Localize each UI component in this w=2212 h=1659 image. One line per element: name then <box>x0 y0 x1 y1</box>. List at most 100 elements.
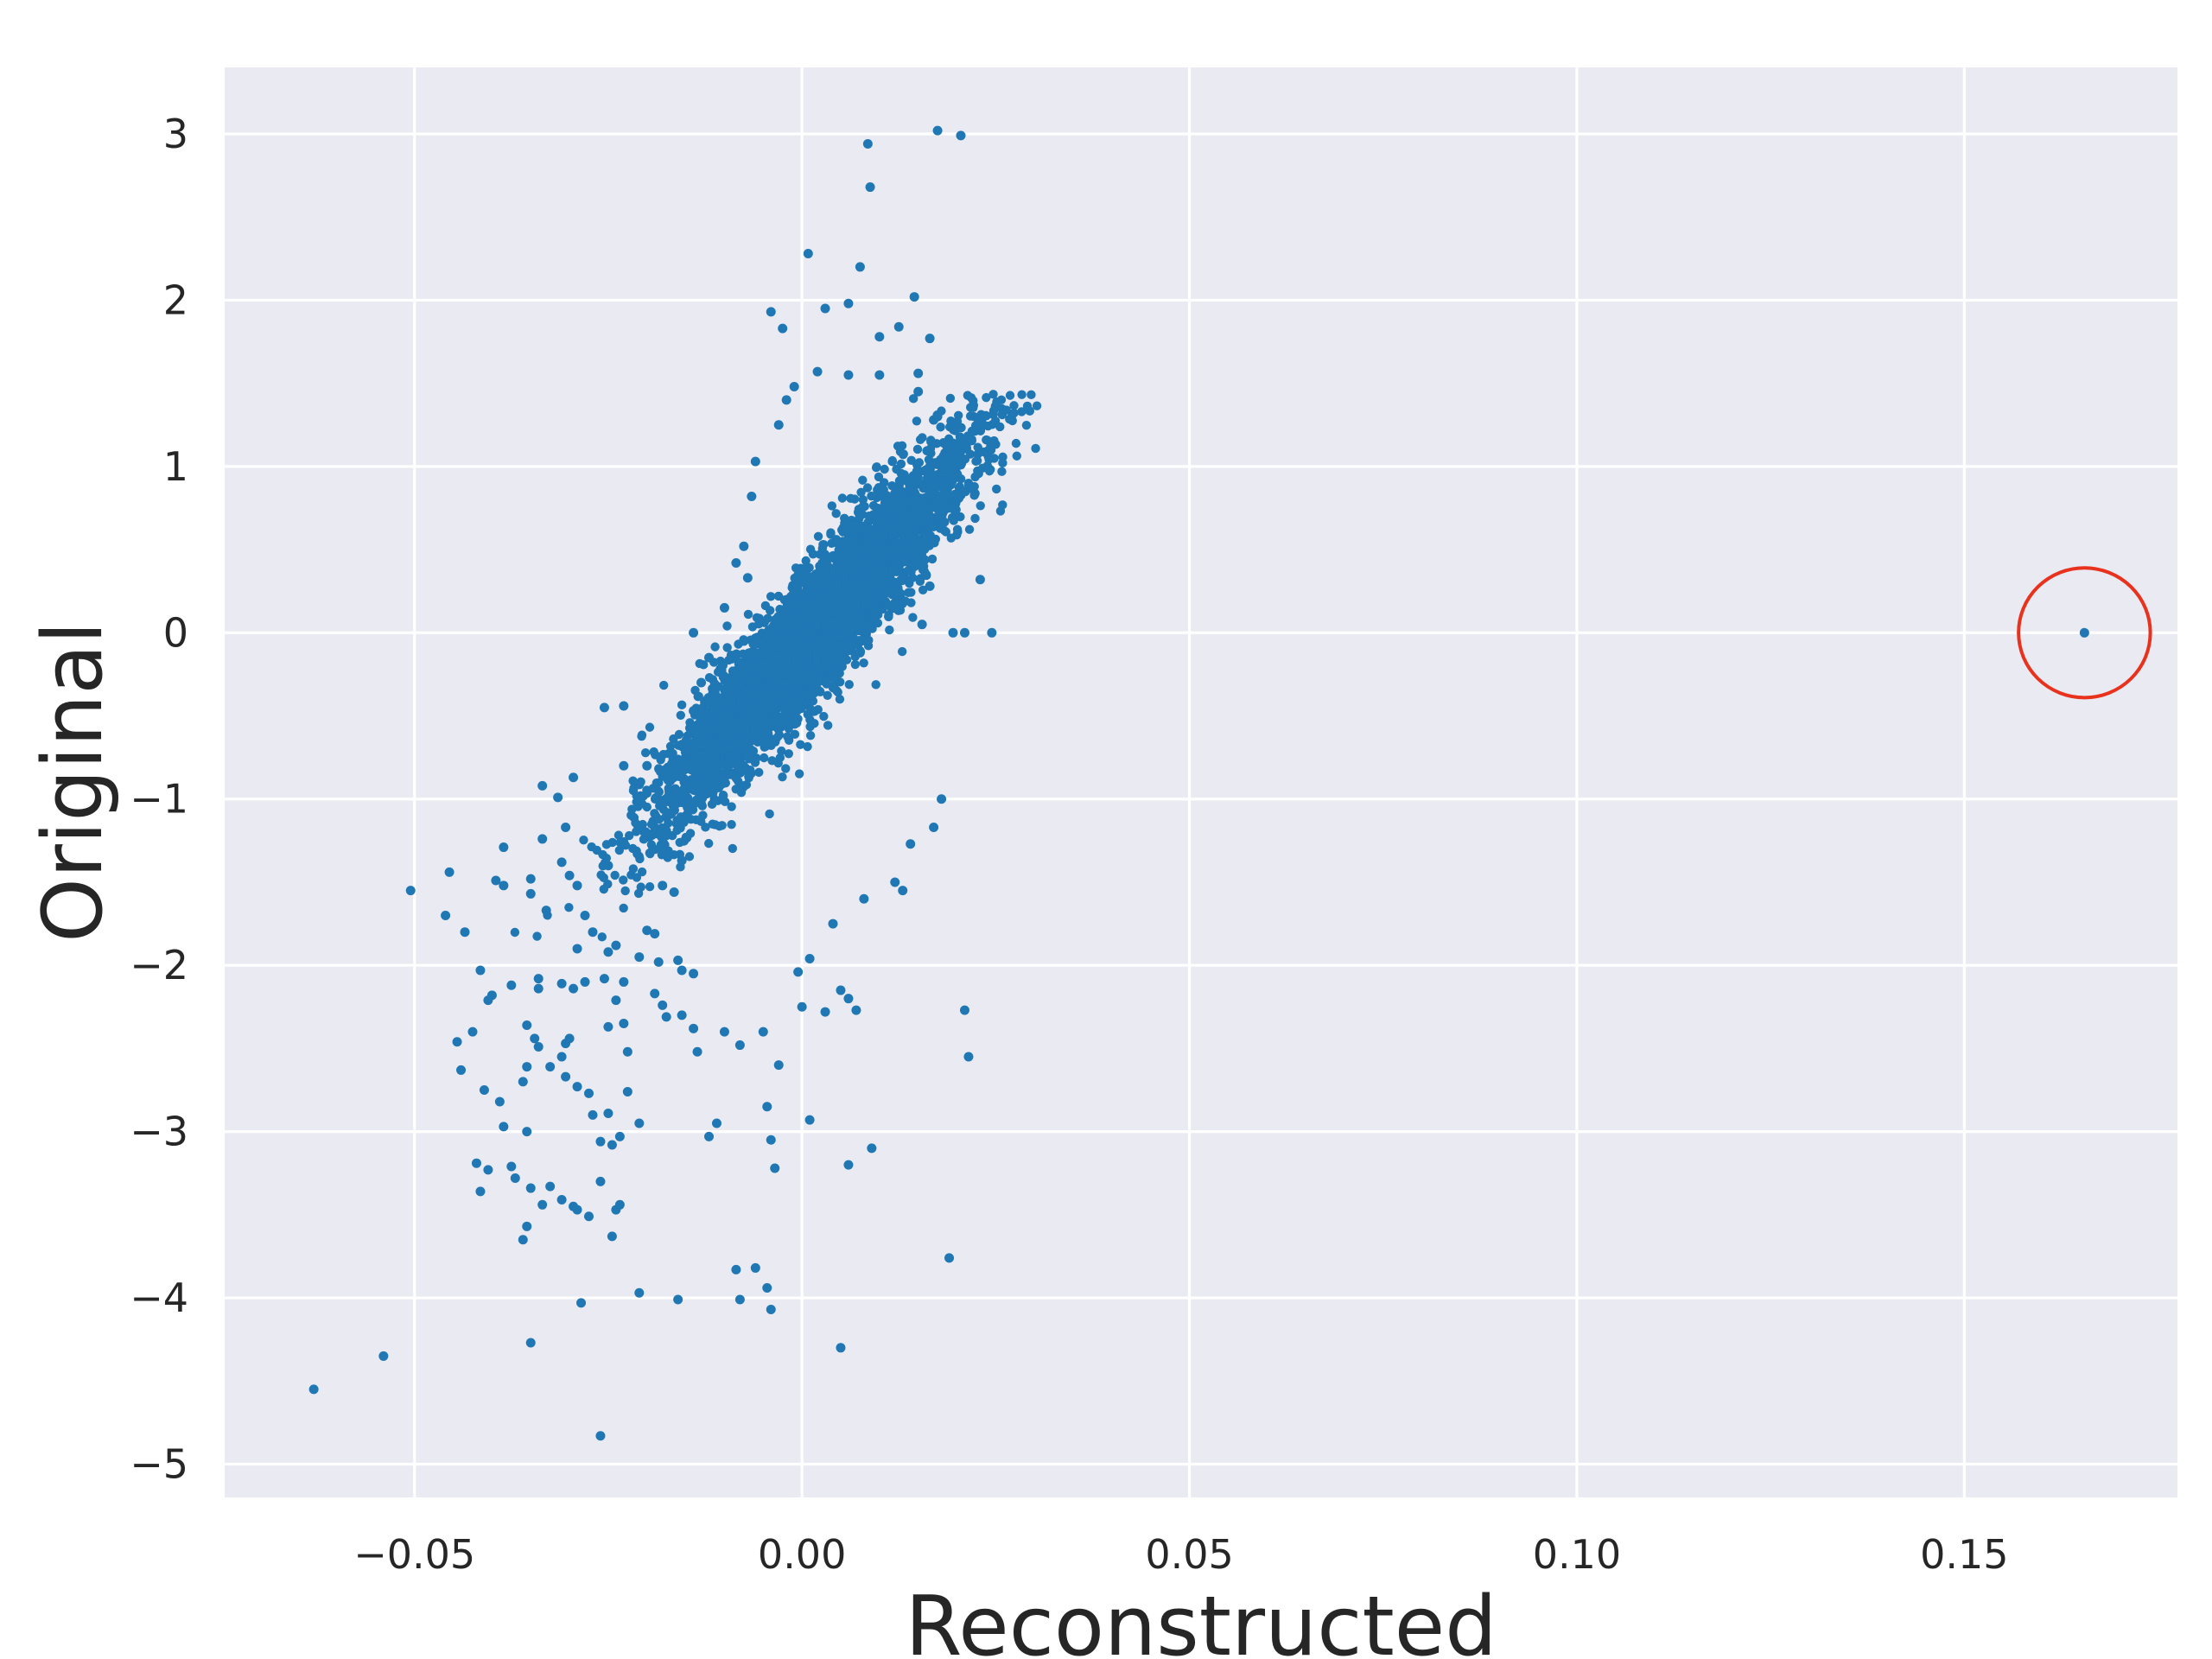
cluster-point <box>765 809 774 819</box>
cluster-point <box>879 567 888 576</box>
cluster-point <box>627 804 637 814</box>
cluster-point <box>911 490 920 499</box>
scatter-point <box>677 1010 687 1020</box>
cluster-point <box>666 759 677 769</box>
scatter-point <box>494 1096 505 1107</box>
cluster-point <box>891 604 901 613</box>
cluster-point <box>903 566 913 575</box>
cluster-point <box>807 680 817 690</box>
scatter-point <box>952 422 962 432</box>
scatter-point <box>750 1262 760 1273</box>
cluster-point <box>832 536 842 545</box>
cluster-point <box>939 494 949 504</box>
cluster-point <box>868 603 879 613</box>
cluster-point <box>822 598 832 608</box>
cluster-point <box>695 658 704 669</box>
cluster-point <box>708 819 717 829</box>
scatter-point <box>569 772 579 783</box>
scatter-point <box>673 955 683 965</box>
cluster-point <box>744 664 753 674</box>
scatter-point <box>773 1060 784 1071</box>
cluster-point <box>918 585 928 594</box>
cluster-point <box>1032 401 1042 410</box>
cluster-point <box>610 870 620 880</box>
cluster-point <box>837 593 848 602</box>
scatter-point <box>599 702 609 713</box>
scatter-point <box>758 1027 768 1037</box>
cluster-point <box>858 510 868 519</box>
x-axis-label: Reconstructed <box>906 1580 1497 1659</box>
cluster-point <box>706 696 715 706</box>
cluster-point <box>639 835 649 844</box>
scatter-point <box>405 886 416 896</box>
cluster-point <box>718 791 728 801</box>
cluster-point <box>830 640 840 651</box>
scatter-point <box>650 929 660 939</box>
cluster-point <box>728 666 738 676</box>
scatter-point <box>599 974 609 984</box>
scatter-point <box>556 857 567 868</box>
cluster-point <box>899 449 908 459</box>
scatter-point <box>925 334 935 344</box>
cluster-point <box>861 601 871 612</box>
scatter-point <box>467 1027 478 1037</box>
cluster-point <box>920 505 930 516</box>
cluster-point <box>637 799 647 809</box>
scatter-point <box>893 321 904 332</box>
cluster-point <box>717 821 727 830</box>
scatter-point <box>525 1183 536 1193</box>
cluster-point <box>915 576 925 587</box>
scatter-point <box>944 1253 955 1263</box>
cluster-point <box>950 455 959 466</box>
y-tick-label: 3 <box>163 111 188 157</box>
cluster-point <box>763 722 772 732</box>
scatter-point <box>689 1023 699 1033</box>
cluster-point <box>938 451 948 461</box>
cluster-point <box>640 747 651 758</box>
scatter-point <box>820 1007 830 1017</box>
cluster-point <box>802 631 811 641</box>
cluster-point <box>892 464 901 474</box>
cluster-point <box>741 730 752 740</box>
cluster-point <box>831 509 841 518</box>
cluster-point <box>785 719 794 728</box>
cluster-point <box>887 575 896 585</box>
cluster-point <box>933 510 944 520</box>
cluster-point <box>613 830 624 840</box>
scatter-point <box>572 1205 582 1215</box>
y-axis-label: Original <box>26 621 121 943</box>
scatter-point <box>537 834 548 844</box>
cluster-point <box>936 423 945 432</box>
cluster-point <box>709 707 718 716</box>
cluster-point <box>880 554 890 563</box>
cluster-point <box>834 614 843 624</box>
cluster-point <box>989 454 999 463</box>
cluster-point <box>791 698 801 708</box>
cluster-point <box>727 819 736 830</box>
scatter-point <box>530 1033 540 1044</box>
scatter-point <box>909 292 919 302</box>
cluster-point <box>1009 408 1019 418</box>
cluster-point <box>803 741 812 752</box>
cluster-point <box>743 609 753 620</box>
cluster-point <box>998 500 1007 510</box>
cluster-point <box>855 645 865 656</box>
scatter-point <box>677 855 687 866</box>
scatter-point <box>669 887 679 898</box>
cluster-point <box>811 657 821 666</box>
scatter-point <box>588 1109 598 1120</box>
cluster-point <box>912 444 923 454</box>
cluster-point <box>791 563 801 573</box>
cluster-point <box>704 732 714 741</box>
scatter-point <box>711 1118 721 1128</box>
scatter-point <box>836 985 846 995</box>
cluster-point <box>830 651 840 660</box>
cluster-point <box>715 719 726 728</box>
scatter-point <box>525 888 536 899</box>
cluster-point <box>835 677 845 687</box>
cluster-point <box>774 641 784 651</box>
cluster-point <box>896 519 906 530</box>
cluster-point <box>858 495 868 505</box>
cluster-point <box>753 619 764 629</box>
scatter-point <box>556 978 567 988</box>
